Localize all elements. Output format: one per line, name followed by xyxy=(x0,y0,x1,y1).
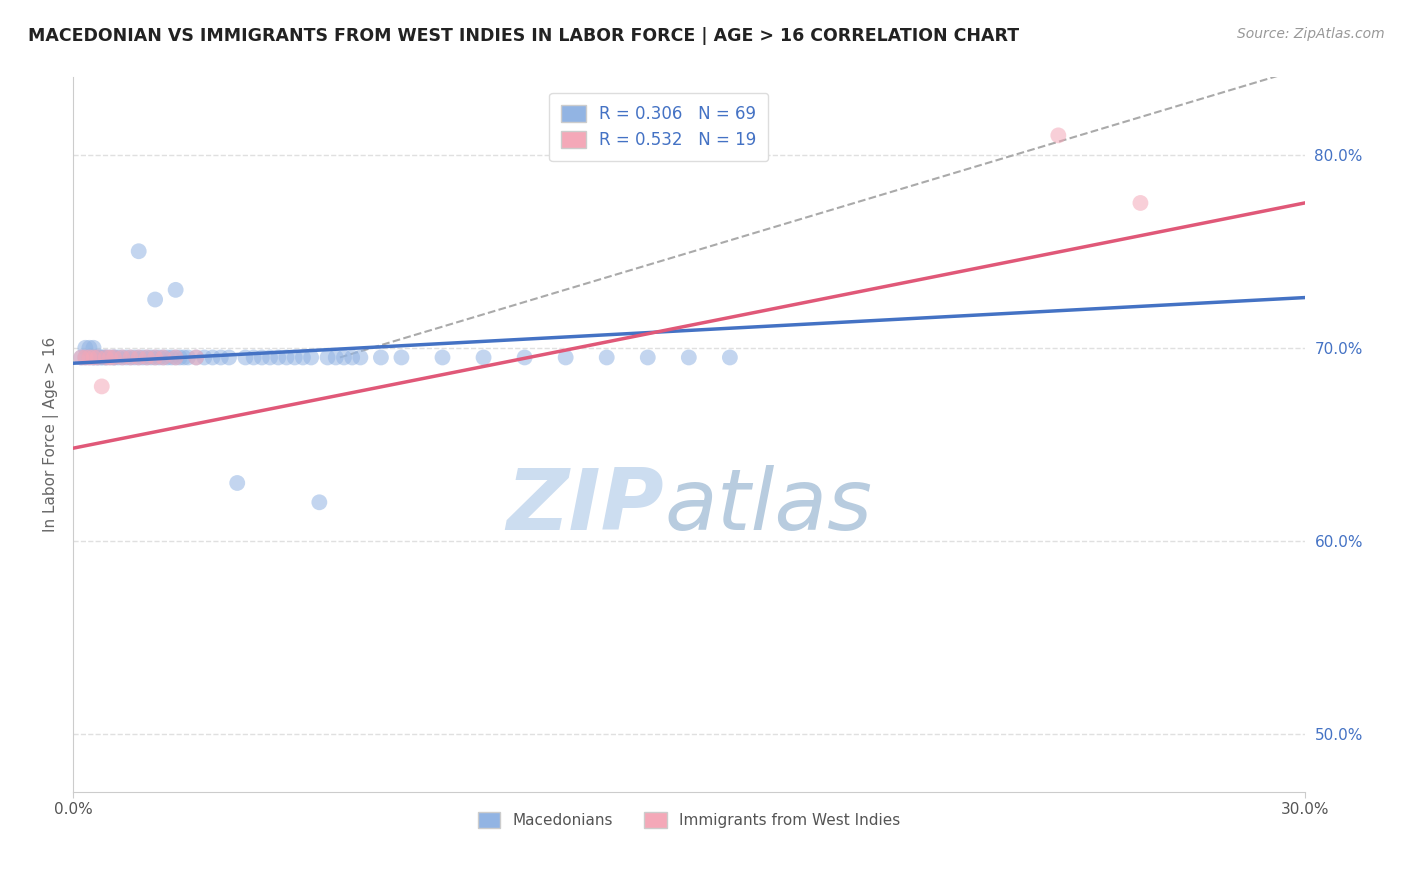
Point xyxy=(156,351,179,365)
Point xyxy=(349,351,371,365)
Point xyxy=(103,351,125,365)
Y-axis label: In Labor Force | Age > 16: In Labor Force | Age > 16 xyxy=(44,337,59,533)
Point xyxy=(513,351,536,365)
Point xyxy=(148,351,170,365)
Point xyxy=(83,351,105,365)
Point xyxy=(242,351,264,365)
Point xyxy=(120,351,142,365)
Point xyxy=(250,351,273,365)
Text: MACEDONIAN VS IMMIGRANTS FROM WEST INDIES IN LABOR FORCE | AGE > 16 CORRELATION : MACEDONIAN VS IMMIGRANTS FROM WEST INDIE… xyxy=(28,27,1019,45)
Point xyxy=(128,351,150,365)
Point xyxy=(120,351,142,365)
Point xyxy=(554,351,576,365)
Point xyxy=(259,351,281,365)
Point xyxy=(333,351,356,365)
Point xyxy=(165,283,187,297)
Point xyxy=(70,351,93,365)
Point xyxy=(370,351,392,365)
Point xyxy=(308,495,330,509)
Point xyxy=(94,351,117,365)
Point xyxy=(94,351,117,365)
Point xyxy=(218,351,240,365)
Point xyxy=(86,351,108,365)
Point xyxy=(86,351,108,365)
Point xyxy=(201,351,224,365)
Point xyxy=(143,351,166,365)
Point xyxy=(186,351,208,365)
Text: ZIP: ZIP xyxy=(506,465,664,548)
Point xyxy=(139,351,162,365)
Point xyxy=(291,351,314,365)
Point xyxy=(340,351,363,365)
Point xyxy=(135,351,157,365)
Point xyxy=(75,351,97,365)
Point xyxy=(83,341,105,355)
Point xyxy=(70,351,93,365)
Point xyxy=(432,351,454,365)
Point xyxy=(226,475,249,490)
Point xyxy=(75,351,97,365)
Point xyxy=(143,293,166,307)
Point xyxy=(132,351,155,365)
Point xyxy=(165,351,187,365)
Point xyxy=(98,351,121,365)
Point xyxy=(107,351,129,365)
Point xyxy=(115,351,138,365)
Point xyxy=(124,351,146,365)
Point xyxy=(90,379,112,393)
Point xyxy=(128,244,150,259)
Point xyxy=(1129,196,1152,211)
Point xyxy=(152,351,174,365)
Point xyxy=(103,351,125,365)
Point xyxy=(678,351,700,365)
Point xyxy=(1047,128,1070,143)
Point xyxy=(152,351,174,365)
Point xyxy=(160,351,183,365)
Point xyxy=(267,351,290,365)
Point xyxy=(276,351,298,365)
Point xyxy=(79,341,101,355)
Point xyxy=(209,351,232,365)
Point xyxy=(98,351,121,365)
Point xyxy=(284,351,307,365)
Point xyxy=(79,351,101,365)
Point xyxy=(391,351,413,365)
Point xyxy=(165,351,187,365)
Text: atlas: atlas xyxy=(664,465,872,548)
Point xyxy=(86,351,108,365)
Point xyxy=(111,351,134,365)
Point xyxy=(177,351,200,365)
Point xyxy=(596,351,619,365)
Legend: Macedonians, Immigrants from West Indies: Macedonians, Immigrants from West Indies xyxy=(471,806,907,834)
Point xyxy=(75,341,97,355)
Point xyxy=(169,351,191,365)
Point xyxy=(173,351,195,365)
Point xyxy=(90,351,112,365)
Point xyxy=(637,351,659,365)
Point xyxy=(83,351,105,365)
Point xyxy=(103,351,125,365)
Point xyxy=(186,351,208,365)
Point xyxy=(193,351,215,365)
Point xyxy=(94,351,117,365)
Point xyxy=(111,351,134,365)
Point xyxy=(143,351,166,365)
Text: Source: ZipAtlas.com: Source: ZipAtlas.com xyxy=(1237,27,1385,41)
Point xyxy=(90,351,112,365)
Point xyxy=(325,351,347,365)
Point xyxy=(472,351,495,365)
Point xyxy=(135,351,157,365)
Point xyxy=(316,351,339,365)
Point xyxy=(235,351,257,365)
Point xyxy=(128,351,150,365)
Point xyxy=(79,351,101,365)
Point xyxy=(718,351,741,365)
Point xyxy=(83,351,105,365)
Point xyxy=(299,351,322,365)
